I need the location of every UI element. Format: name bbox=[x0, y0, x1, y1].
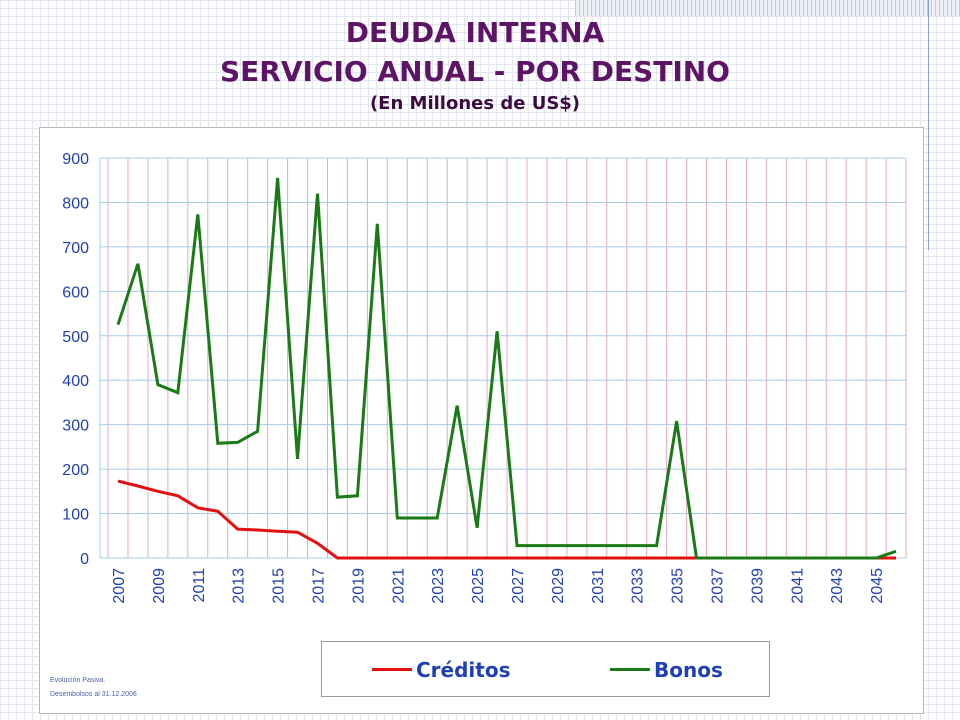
chart-title-line2: SERVICIO ANUAL - POR DESTINO bbox=[220, 55, 730, 88]
corner-decoration bbox=[575, 0, 960, 16]
x-tick-label: 2039 bbox=[749, 568, 766, 604]
x-tick-label: 2013 bbox=[231, 568, 248, 604]
chart-subtitle: (En Millones de US$) bbox=[369, 93, 581, 114]
legend-label-bonos: Bonos bbox=[654, 658, 723, 682]
x-tick-label: 2033 bbox=[630, 568, 647, 604]
y-tick-label: 500 bbox=[62, 329, 89, 346]
x-tick-label: 2011 bbox=[191, 568, 208, 603]
x-tick-label: 2007 bbox=[111, 568, 128, 604]
x-tick-label: 2015 bbox=[271, 568, 288, 604]
y-tick-label: 400 bbox=[62, 373, 89, 390]
chart-title-line1: DEUDA INTERNA bbox=[345, 16, 605, 49]
y-tick-label: 300 bbox=[62, 418, 89, 435]
y-tick-label: 100 bbox=[62, 507, 89, 524]
x-tick-label: 2023 bbox=[430, 568, 447, 604]
x-tick-label: 2041 bbox=[789, 568, 806, 604]
series-line-bonos bbox=[116, 177, 897, 560]
decorative-vertical-line bbox=[928, 0, 929, 250]
legend-label-creditos: Créditos bbox=[416, 658, 511, 682]
x-tick-label: 2009 bbox=[151, 568, 168, 604]
x-tick-label: 2037 bbox=[710, 568, 727, 604]
x-tick-label: 2025 bbox=[470, 568, 487, 604]
x-tick-label: 2045 bbox=[869, 568, 886, 604]
x-tick-label: 2031 bbox=[590, 568, 607, 604]
x-tick-label: 2021 bbox=[390, 568, 407, 604]
y-tick-label: 0 bbox=[80, 551, 89, 568]
series-lines bbox=[116, 177, 897, 560]
x-tick-label: 2027 bbox=[510, 568, 527, 604]
y-tick-label: 600 bbox=[62, 284, 89, 301]
axes: 0 100 200 300 400 500 600 700 800 900 2007 2009 2011… bbox=[62, 151, 906, 604]
x-tick-label: 2043 bbox=[829, 568, 846, 604]
chart-area bbox=[39, 127, 924, 714]
legend: Créditos Bonos bbox=[321, 641, 770, 697]
y-tick-label: 200 bbox=[62, 462, 89, 479]
x-tick-label: 2029 bbox=[550, 568, 567, 604]
footnote-line1: Evolución Pasiva. bbox=[50, 677, 106, 684]
y-tick-label: 700 bbox=[62, 240, 89, 257]
grid-lines bbox=[100, 157, 907, 559]
legend-swatch-bonos bbox=[610, 668, 650, 671]
x-tick-label: 2035 bbox=[670, 568, 687, 604]
y-tick-label: 900 bbox=[62, 151, 89, 168]
x-tick-label: 2017 bbox=[311, 568, 328, 604]
footnote-line2: Desembolsos al 31.12.2006 bbox=[50, 691, 137, 698]
x-tick-label: 2019 bbox=[350, 568, 367, 604]
legend-swatch-creditos bbox=[372, 668, 412, 671]
y-tick-label: 800 bbox=[62, 195, 89, 212]
